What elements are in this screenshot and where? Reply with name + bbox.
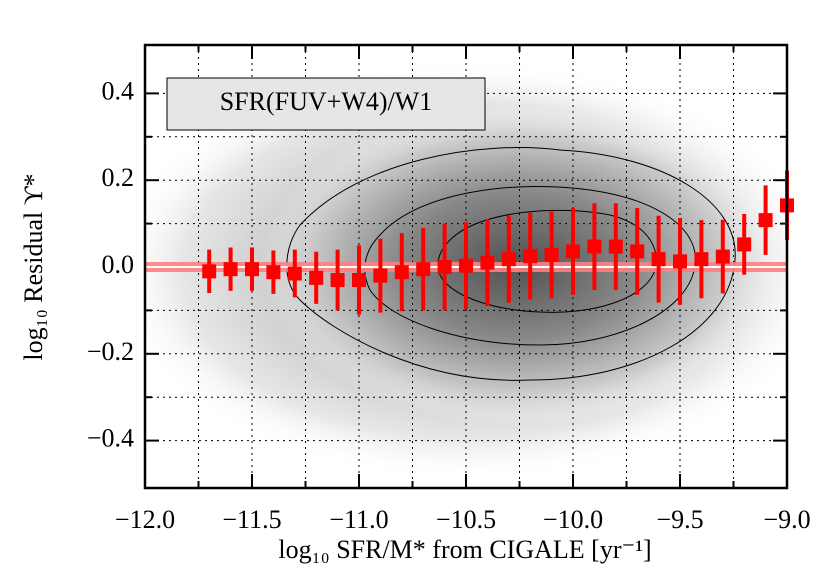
point: [737, 237, 752, 252]
y-tick-label: 0.0: [102, 250, 135, 279]
x-tick-label: −11.5: [222, 505, 281, 534]
point: [501, 252, 516, 267]
y-tick-label: −0.2: [87, 337, 134, 366]
x-axis-label: log₁₀ SFR/M* from CIGALE [yr⁻¹]: [278, 535, 651, 564]
contour: [286, 147, 736, 381]
x-tick-label: −12.0: [115, 505, 175, 534]
point: [287, 266, 302, 281]
y-tick-label: 0.4: [102, 76, 135, 105]
point: [309, 270, 324, 285]
annotation-box: [166, 77, 486, 131]
point: [266, 265, 281, 280]
x-tick-label: −9.0: [763, 505, 810, 534]
point: [544, 247, 559, 262]
point: [437, 260, 452, 274]
point: [416, 262, 431, 277]
point: [608, 239, 623, 254]
x-tick-label: −9.5: [656, 505, 703, 534]
point: [630, 244, 645, 259]
point: [202, 264, 217, 279]
point: [373, 268, 388, 283]
y-tick-label: 0.2: [102, 163, 135, 192]
point: [694, 252, 709, 267]
point: [352, 273, 366, 288]
plot-frame: [143, 43, 789, 490]
point: [480, 255, 495, 270]
x-tick-label: −11.0: [329, 505, 388, 534]
point: [566, 244, 580, 259]
point: [651, 252, 666, 267]
point: [223, 262, 238, 277]
x-tick-label: −10.5: [436, 505, 496, 534]
point: [245, 262, 259, 277]
point: [523, 249, 538, 264]
y-axis-label: log₁₀ Residual ϒ*: [19, 173, 48, 360]
x-tick-label: −10.0: [543, 505, 603, 534]
contour: [364, 185, 696, 346]
point: [715, 249, 730, 264]
point: [673, 254, 687, 269]
point: [758, 213, 773, 228]
annotation: SFR(FUV+W4)/W1: [220, 87, 433, 116]
y-tick-label: −0.4: [87, 424, 134, 453]
point: [587, 239, 602, 254]
point: [330, 273, 345, 288]
point: [394, 265, 409, 280]
point: [459, 258, 473, 273]
